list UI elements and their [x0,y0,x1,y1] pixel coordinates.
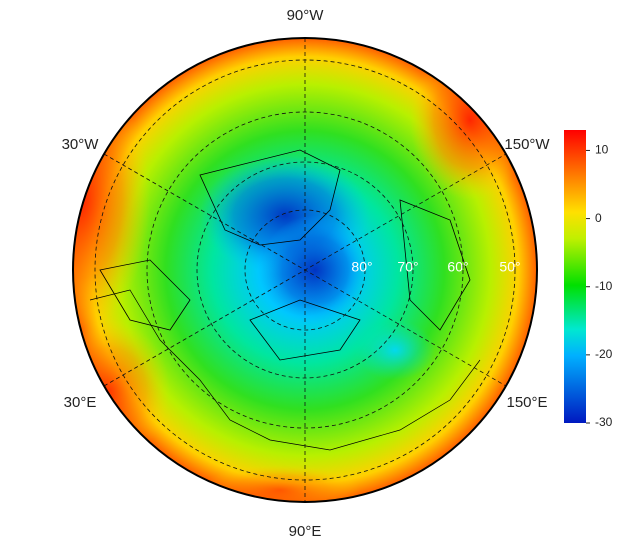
longitude-label: 30°E [64,394,97,411]
longitude-label: 90°E [289,523,322,540]
colorbar-tick-label: -30 [595,415,613,429]
colorbar-tick-label: -20 [595,347,613,361]
graticule [94,38,516,502]
colorbar-tick-label: 0 [595,211,602,225]
longitude-label: 150°W [504,136,550,153]
latitude-label: 50° [499,259,520,275]
longitude-label: 90°W [287,7,325,24]
colorbar-tick-label: -10 [595,279,613,293]
latitude-label: 70° [397,259,418,275]
latitude-label: 60° [447,259,468,275]
longitude-label: 150°E [506,394,547,411]
latitude-label: 80° [351,259,372,275]
colorbar-tick-label: 10 [595,143,609,157]
colorbar [564,130,586,423]
map-border [72,37,538,503]
longitude-label: 30°W [62,136,100,153]
